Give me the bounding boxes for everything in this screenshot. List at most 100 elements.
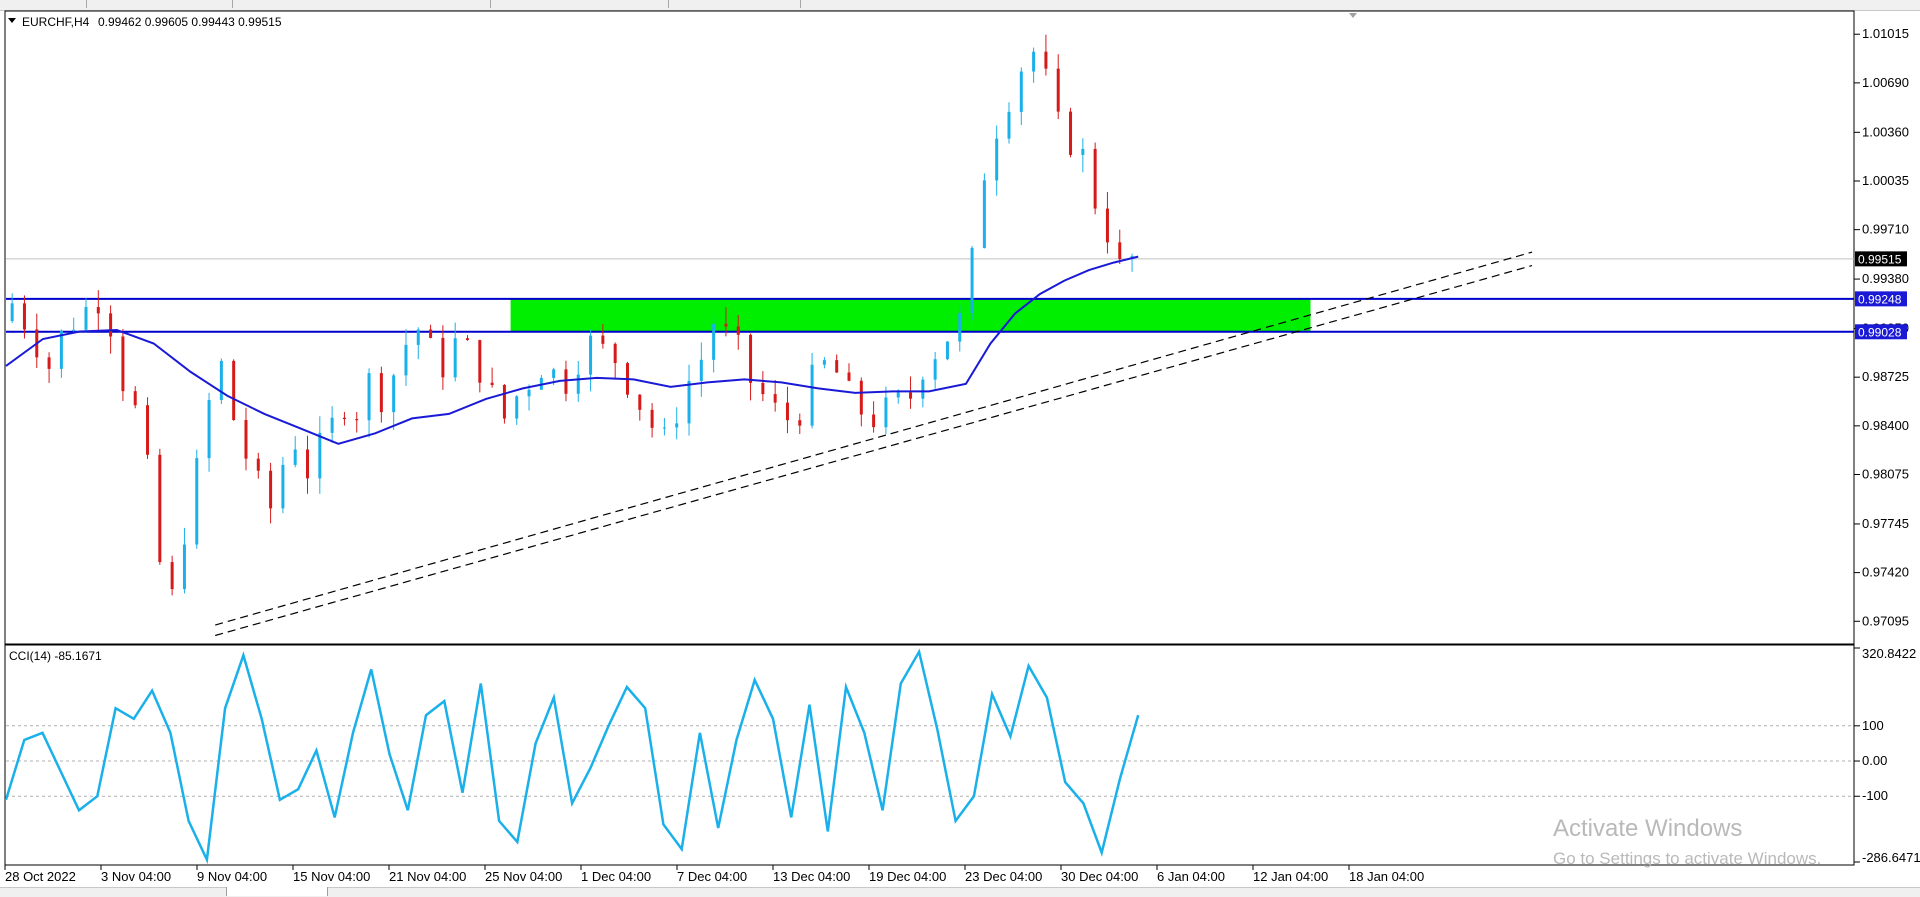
price-axis-label: 0.97420 — [1862, 565, 1909, 580]
candle-body — [638, 394, 642, 410]
candle-body — [195, 458, 199, 545]
candle-body — [933, 359, 937, 380]
toolbar-separator — [800, 0, 801, 8]
candle-body — [1105, 208, 1109, 243]
candle-body — [256, 458, 260, 471]
time-axis: 28 Oct 2022 3 Nov 04:00 9 Nov 04:00 15 Nov … — [4, 865, 1424, 884]
price-tag-current: 0.99515 — [1855, 251, 1907, 267]
candle-body — [847, 372, 851, 381]
time-axis-label: 28 Oct 2022 — [5, 869, 76, 884]
candle-body — [761, 382, 765, 395]
shift-marker-icon[interactable] — [1349, 13, 1357, 18]
price-axis-label: 0.97745 — [1862, 516, 1909, 531]
candle-body — [379, 373, 383, 413]
candle-body — [158, 454, 162, 563]
cci-axis-label: -100 — [1862, 788, 1888, 803]
price-axis-label: 1.00690 — [1862, 75, 1909, 90]
candle-body — [293, 449, 297, 465]
candle-body — [662, 427, 666, 429]
candle-body — [1118, 242, 1122, 260]
candle-body — [342, 417, 346, 420]
candle-body — [945, 341, 949, 360]
candle-body — [146, 405, 150, 455]
watermark-title: Activate Windows — [1553, 815, 1742, 842]
candle-body — [675, 423, 679, 428]
candle-body — [576, 374, 580, 394]
price-axis-label: 1.00035 — [1862, 173, 1909, 188]
candle-body — [958, 313, 962, 342]
cci-axis-label: 100 — [1862, 718, 1884, 733]
toolbar-separator — [86, 0, 87, 8]
candle-body — [724, 323, 728, 327]
candle-body — [909, 392, 913, 399]
time-axis-label: 12 Jan 04:00 — [1253, 869, 1328, 884]
candle-body — [552, 369, 556, 378]
price-tag-upper: 0.99248 — [1855, 291, 1907, 307]
trendline — [215, 265, 1533, 637]
candle-body — [859, 380, 863, 415]
candle-body — [10, 303, 14, 322]
candle-body — [650, 409, 654, 428]
candle-body — [601, 335, 605, 344]
price-tag-upper-text: 0.99248 — [1858, 292, 1902, 306]
price-axis-label: 1.00360 — [1862, 124, 1909, 139]
candle-body — [564, 369, 568, 394]
price-axis-label: 0.98075 — [1862, 467, 1909, 482]
price-axis-label: 0.98725 — [1862, 369, 1909, 384]
candle-body — [121, 336, 125, 392]
price-axis-label: 0.99380 — [1862, 271, 1909, 286]
candle-body — [441, 337, 445, 378]
price-tag-current-text: 0.99515 — [1858, 252, 1902, 266]
time-axis-label: 30 Dec 04:00 — [1061, 869, 1138, 884]
watermark-subtitle: Go to Settings to activate Windows. — [1553, 849, 1821, 868]
candle-body — [896, 392, 900, 398]
candle-body — [429, 329, 433, 338]
price-axis-label: 0.99710 — [1862, 222, 1909, 237]
candle-body — [1044, 51, 1048, 69]
candle-body — [306, 449, 310, 479]
trendlines[interactable] — [215, 251, 1533, 637]
candle-body — [281, 464, 285, 509]
candle-body — [995, 138, 999, 181]
support-zone[interactable] — [510, 298, 1311, 332]
candle-body — [773, 394, 777, 403]
candle-body — [749, 334, 753, 383]
price-axis-label: 0.98400 — [1862, 418, 1909, 433]
toolbar-separator — [490, 0, 491, 8]
time-axis-label: 19 Dec 04:00 — [869, 869, 946, 884]
chart-menu-arrow-icon[interactable] — [8, 18, 16, 23]
candle-body — [712, 323, 716, 360]
candle-body — [1093, 148, 1097, 209]
chart-tab[interactable] — [226, 887, 328, 896]
time-axis-label: 23 Dec 04:00 — [965, 869, 1042, 884]
toolbar-separator — [668, 0, 669, 8]
candle-body — [502, 384, 506, 419]
candle-body — [96, 307, 100, 314]
candle-body — [527, 389, 531, 397]
candle-body — [1056, 68, 1060, 112]
candle-body — [785, 402, 789, 421]
candle-body — [970, 247, 974, 314]
candle-body — [219, 360, 223, 400]
candle-body — [404, 344, 408, 376]
candle-body — [453, 338, 457, 378]
candle-body — [182, 544, 186, 590]
time-axis-label: 3 Nov 04:00 — [101, 869, 171, 884]
bottom-tab-strip — [0, 887, 1920, 897]
candle-body — [835, 360, 839, 373]
trendline — [215, 251, 1533, 626]
price-axis: 1.01015 1.00690 1.00360 1.00035 0.99710 0.993… — [1854, 26, 1909, 628]
candle-body — [822, 360, 826, 365]
price-tag-lower-text: 0.99028 — [1858, 325, 1902, 339]
candle-body — [798, 420, 802, 426]
candle-body — [1019, 71, 1023, 112]
candle-body — [613, 343, 617, 364]
candle-body — [416, 329, 420, 345]
cci-line — [4, 648, 1140, 865]
candle-body — [22, 303, 26, 330]
time-axis-label: 6 Jan 04:00 — [1157, 869, 1225, 884]
candle-body — [921, 379, 925, 399]
time-axis-label: 7 Dec 04:00 — [677, 869, 747, 884]
